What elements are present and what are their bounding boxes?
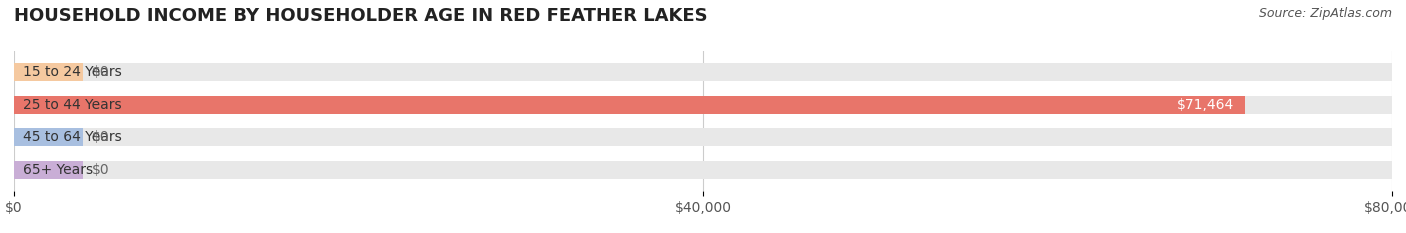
Bar <box>14 161 83 179</box>
Bar <box>14 63 83 81</box>
Text: HOUSEHOLD INCOME BY HOUSEHOLDER AGE IN RED FEATHER LAKES: HOUSEHOLD INCOME BY HOUSEHOLDER AGE IN R… <box>14 7 707 25</box>
Text: Source: ZipAtlas.com: Source: ZipAtlas.com <box>1258 7 1392 20</box>
Bar <box>14 96 1392 114</box>
Bar <box>14 128 83 146</box>
Bar <box>14 96 1244 114</box>
Bar <box>14 63 1392 81</box>
Text: $0: $0 <box>91 130 110 144</box>
Text: $0: $0 <box>91 65 110 79</box>
Text: 65+ Years: 65+ Years <box>22 163 93 177</box>
Text: 25 to 44 Years: 25 to 44 Years <box>22 98 121 112</box>
Text: 45 to 64 Years: 45 to 64 Years <box>22 130 121 144</box>
Text: $0: $0 <box>91 163 110 177</box>
Text: 15 to 24 Years: 15 to 24 Years <box>22 65 121 79</box>
Bar <box>14 161 1392 179</box>
Text: $71,464: $71,464 <box>1177 98 1234 112</box>
Bar <box>14 128 1392 146</box>
